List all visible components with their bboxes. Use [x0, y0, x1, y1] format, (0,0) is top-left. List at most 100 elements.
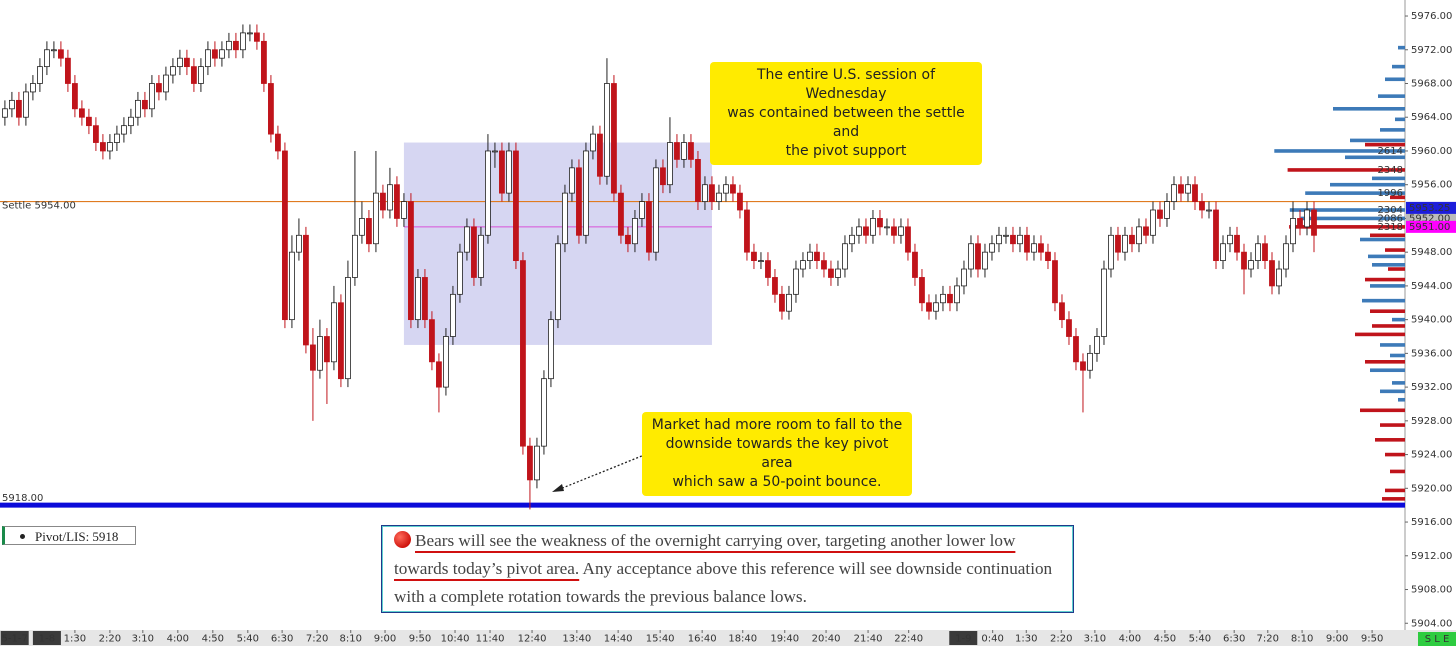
candle-body — [1080, 361, 1086, 371]
y-tick-label: 5960.00 — [1411, 146, 1452, 157]
candle-body — [268, 83, 274, 135]
candle-body — [856, 226, 862, 236]
candle-body — [1087, 352, 1093, 371]
candle-body — [429, 319, 435, 363]
candle-body — [464, 226, 470, 253]
profile-bar — [1395, 117, 1405, 122]
candle-body — [51, 49, 57, 52]
candle-body — [408, 201, 414, 321]
candle-body — [338, 302, 344, 380]
x-tick-label: 8:10 — [339, 634, 361, 645]
candle-body — [471, 226, 477, 278]
candle-body — [1066, 319, 1072, 337]
candle-body — [170, 66, 176, 76]
x-tick-label: 0:40 — [981, 634, 1003, 645]
candle-body — [247, 32, 253, 35]
candle-body — [653, 167, 659, 253]
candle-body — [583, 150, 589, 236]
x-tick-label: 2:20 — [99, 634, 121, 645]
candle-body — [387, 184, 393, 211]
profile-bar — [1360, 408, 1405, 413]
candle-body — [37, 66, 43, 84]
date-tick-box — [0, 631, 29, 645]
candle-body — [128, 116, 134, 127]
candle-body — [919, 277, 925, 304]
candle-body — [1136, 226, 1142, 245]
profile-bar — [1380, 423, 1405, 427]
y-tick-label: 5916.00 — [1411, 517, 1452, 528]
candle-body — [114, 133, 120, 143]
profile-label: 2614 — [1378, 146, 1403, 157]
candle-body — [513, 150, 519, 262]
profile-bar — [1392, 64, 1405, 69]
candle-body — [352, 234, 358, 278]
candle-body — [1206, 209, 1212, 212]
y-tick-label: 5940.00 — [1411, 315, 1452, 326]
candle-body — [65, 57, 71, 84]
candle-body — [611, 83, 617, 194]
x-tick-label: 1-9 — [955, 634, 971, 645]
candle-body — [415, 277, 421, 321]
candle-body — [478, 234, 484, 278]
profile-bar — [1385, 248, 1405, 252]
candle-body — [716, 192, 722, 202]
profile-label: 2304 — [1378, 205, 1403, 216]
candle-body — [821, 260, 827, 270]
candle-body — [807, 251, 813, 262]
profile-bar — [1385, 452, 1405, 457]
profile-bar — [1398, 45, 1405, 50]
profile-bar — [1388, 267, 1405, 271]
annotation-line: the pivot support — [785, 143, 907, 159]
candle-body — [933, 302, 939, 312]
profile-bar — [1330, 182, 1405, 187]
candle-body — [1038, 243, 1044, 253]
candle-body — [317, 336, 323, 371]
candle-body — [982, 251, 988, 270]
profile-bar — [1390, 195, 1405, 200]
y-tick-label: 5928.00 — [1411, 416, 1452, 427]
candle-body — [1010, 234, 1016, 245]
candle-body — [968, 243, 974, 270]
profile-bar — [1370, 368, 1405, 373]
profile-bar — [1382, 497, 1405, 501]
level-label: 5918.00 — [2, 493, 43, 504]
candle-body — [576, 167, 582, 236]
candle-body — [646, 201, 652, 253]
x-tick-label: 4:00 — [1119, 634, 1141, 645]
candle-body — [1311, 209, 1317, 236]
candle-body — [506, 150, 512, 194]
candle-body — [1178, 184, 1184, 194]
x-tick-label: 9:50 — [409, 634, 431, 645]
candle-body — [954, 285, 960, 304]
candle-body — [1031, 243, 1037, 253]
profile-bar — [1372, 176, 1405, 181]
price-marker — [1406, 220, 1456, 233]
x-tick-label: 12:40 — [518, 634, 547, 645]
candle-body — [492, 150, 498, 153]
candle-body — [254, 32, 260, 42]
candle-body — [58, 49, 64, 59]
candle-body — [219, 49, 225, 59]
profile-bar — [1372, 324, 1405, 328]
candle-body — [1157, 209, 1163, 219]
profile-bar — [1289, 225, 1405, 229]
x-tick-label: 4:50 — [202, 634, 224, 645]
profile-bar — [1345, 155, 1405, 160]
candle-body — [660, 167, 666, 186]
profile-bar — [1287, 168, 1405, 172]
candle-body — [79, 108, 85, 118]
price-marker-label: 5951.00 — [1409, 222, 1450, 233]
candle-body — [198, 66, 204, 84]
candle-body — [205, 49, 211, 68]
candle-body — [800, 260, 806, 270]
candle-body — [1276, 268, 1282, 287]
candle-body — [310, 344, 316, 371]
candle-body — [1024, 234, 1030, 253]
annotation: The entire U.S. session of Wednesday was … — [710, 62, 982, 165]
x-tick-label: 16:40 — [688, 634, 717, 645]
candle-body — [359, 218, 365, 236]
candle-body — [1283, 243, 1289, 270]
candle-body — [1052, 260, 1058, 304]
profile-bar — [1390, 469, 1405, 474]
candle-body — [331, 302, 337, 363]
